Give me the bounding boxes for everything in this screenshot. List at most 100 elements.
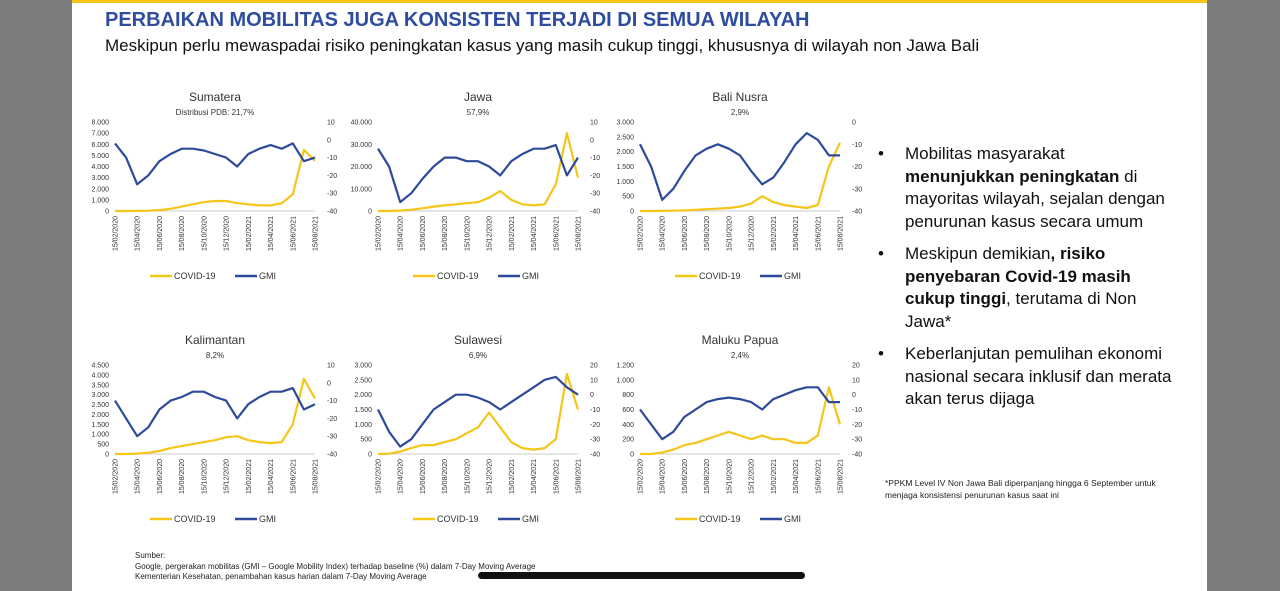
y2-tick-label: -40 xyxy=(852,209,862,216)
x-tick-label: 15/12/2020 xyxy=(749,459,756,494)
x-tick-label: 15/12/2020 xyxy=(487,459,494,494)
y2-tick-label: -30 xyxy=(327,191,337,198)
y2-tick-label: -40 xyxy=(590,209,600,216)
y-tick-label: 2.500 xyxy=(354,377,372,384)
x-tick-label: 15/08/2021 xyxy=(576,459,583,494)
x-tick-label: 15/06/2021 xyxy=(553,216,560,251)
y2-tick-label: -20 xyxy=(852,422,862,429)
x-tick-label: 15/08/2021 xyxy=(313,216,320,251)
x-tick-label: 15/04/2020 xyxy=(660,216,667,251)
y2-tick-label: -10 xyxy=(852,142,862,149)
legend-label: COVID-19 xyxy=(699,271,741,281)
y2-tick-label: 10 xyxy=(852,377,860,384)
chart-title: Jawa xyxy=(464,90,492,104)
x-tick-label: 15/12/2020 xyxy=(749,216,756,251)
scrollbar[interactable] xyxy=(478,572,805,579)
y2-tick-label: -40 xyxy=(327,452,337,459)
chart-subtitle: 57,9% xyxy=(467,108,490,117)
y2-tick-label: -20 xyxy=(590,422,600,429)
x-tick-label: 15/04/2020 xyxy=(135,216,142,251)
legend-label: COVID-19 xyxy=(437,514,479,524)
bullet: Mobilitas masyarakat menunjukkan peningk… xyxy=(878,143,1178,233)
y-tick-label: 40.000 xyxy=(351,120,373,127)
source-line: Kementerian Kesehatan, penambahan kasus … xyxy=(135,572,427,581)
legend-label: GMI xyxy=(522,514,539,524)
x-tick-label: 15/02/2020 xyxy=(113,216,120,251)
y-tick-label: 3.000 xyxy=(616,120,634,127)
top-rule xyxy=(72,0,1207,3)
x-tick-label: 15/02/2021 xyxy=(771,216,778,251)
y2-tick-label: 10 xyxy=(590,120,598,127)
y-tick-label: 20.000 xyxy=(351,164,373,171)
y-tick-label: 4.000 xyxy=(91,372,109,379)
x-tick-label: 15/04/2021 xyxy=(268,216,275,251)
x-tick-label: 15/10/2020 xyxy=(201,459,208,494)
x-tick-label: 15/10/2020 xyxy=(726,459,733,494)
y-tick-label: 2.000 xyxy=(616,149,634,156)
chart-subtitle: 2,4% xyxy=(731,351,749,360)
legend-label: GMI xyxy=(259,514,276,524)
y2-tick-label: -10 xyxy=(590,155,600,162)
x-tick-label: 15/10/2020 xyxy=(464,459,471,494)
y-tick-label: 1.000 xyxy=(616,377,634,384)
x-tick-label: 15/04/2021 xyxy=(793,216,800,251)
y2-tick-label: -10 xyxy=(327,155,337,162)
series-line xyxy=(377,372,580,456)
x-tick-label: 15/04/2020 xyxy=(135,459,142,494)
x-tick-label: 15/08/2021 xyxy=(838,216,845,251)
x-tick-label: 15/02/2021 xyxy=(509,216,516,251)
chart-title: Sumatera xyxy=(189,90,241,104)
legend-label: COVID-19 xyxy=(174,271,216,281)
x-tick-label: 15/06/2021 xyxy=(815,216,822,251)
series-line xyxy=(377,375,579,448)
slide-title: PERBAIKAN MOBILITAS JUGA KONSISTEN TERJA… xyxy=(105,9,810,31)
y-tick-label: 0 xyxy=(368,209,372,216)
y2-tick-label: 0 xyxy=(590,392,594,399)
x-tick-label: 15/04/2021 xyxy=(268,459,275,494)
x-tick-label: 15/08/2021 xyxy=(838,459,845,494)
y-tick-label: 1.000 xyxy=(616,179,634,186)
y-tick-label: 500 xyxy=(622,194,634,201)
bullet-text: menunjukkan peningkatan xyxy=(905,166,1120,186)
bullet-text: , terutama di Non Jawa* xyxy=(905,289,1137,331)
x-tick-label: 15/02/2020 xyxy=(376,216,383,251)
x-tick-label: 15/04/2020 xyxy=(398,216,405,251)
y-tick-label: 500 xyxy=(97,442,109,449)
x-tick-label: 15/08/2020 xyxy=(442,216,449,251)
y2-tick-label: -20 xyxy=(852,164,862,171)
slide-subtitle: Meskipun perlu mewaspadai risiko peningk… xyxy=(105,36,979,55)
y-tick-label: 4.000 xyxy=(91,164,109,171)
y-tick-label: 2.000 xyxy=(91,186,109,193)
source: Sumber: Google, pergerakan mobilitas (GMI… xyxy=(135,551,536,583)
y-tick-label: 1.200 xyxy=(616,363,634,370)
chart-title: Sulawesi xyxy=(454,333,502,347)
y-tick-label: 0 xyxy=(105,209,109,216)
y-tick-label: 1.500 xyxy=(91,422,109,429)
y-tick-label: 3.000 xyxy=(91,175,109,182)
x-tick-label: 15/02/2021 xyxy=(246,459,253,494)
y-tick-label: 2.000 xyxy=(91,412,109,419)
legend-label: GMI xyxy=(522,271,539,281)
legend-label: GMI xyxy=(259,271,276,281)
y-tick-label: 1.000 xyxy=(91,197,109,204)
series-line xyxy=(115,377,316,456)
source-line: Google, pergerakan mobilitas (GMI – Goog… xyxy=(135,561,536,571)
y-tick-label: 1.500 xyxy=(354,407,372,414)
y2-tick-label: 0 xyxy=(852,120,856,127)
legend-label: COVID-19 xyxy=(699,514,741,524)
y2-tick-label: -30 xyxy=(852,186,862,193)
y2-tick-label: -40 xyxy=(590,452,600,459)
y2-tick-label: 20 xyxy=(852,363,860,370)
y-tick-label: 2.500 xyxy=(91,402,109,409)
y2-tick-label: 0 xyxy=(590,137,594,144)
legend-label: GMI xyxy=(784,271,801,281)
y-tick-label: 400 xyxy=(622,422,634,429)
x-tick-label: 15/08/2020 xyxy=(704,216,711,251)
x-tick-label: 15/04/2021 xyxy=(531,216,538,251)
y2-tick-label: 10 xyxy=(590,377,598,384)
y2-tick-label: 0 xyxy=(852,392,856,399)
y2-tick-label: -40 xyxy=(327,209,337,216)
y-tick-label: 3.000 xyxy=(91,392,109,399)
